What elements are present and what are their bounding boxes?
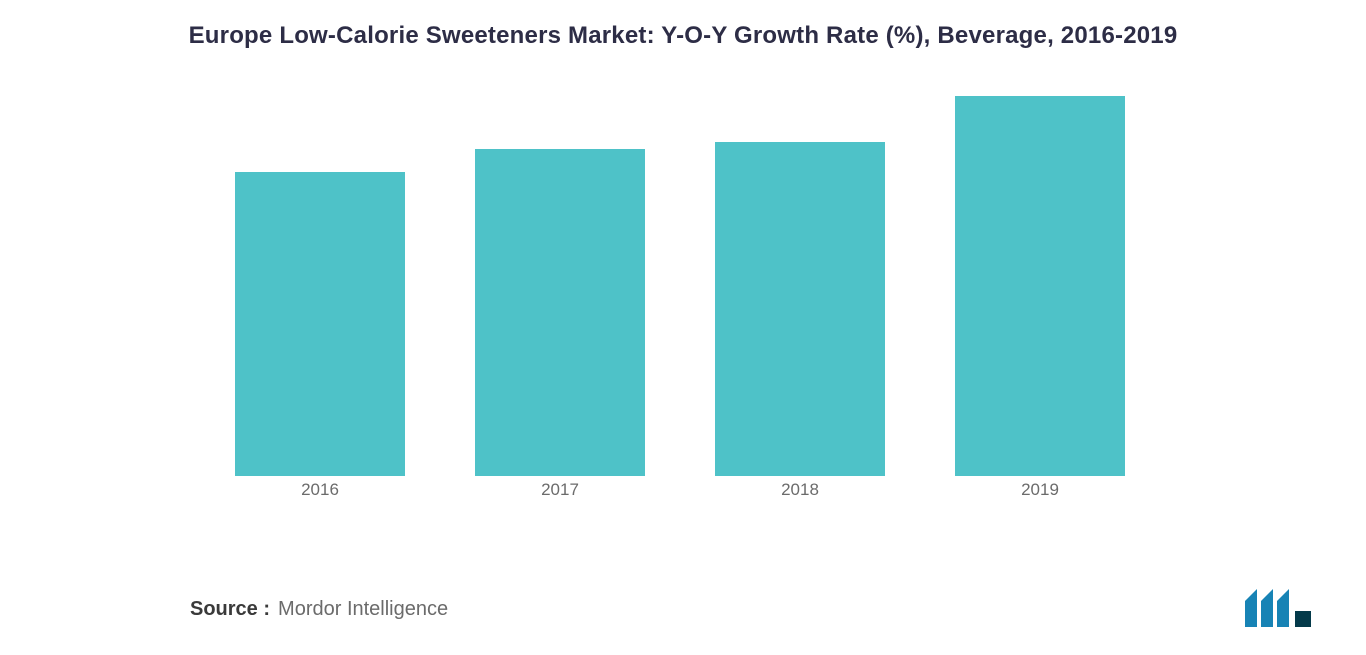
source-label: Source : — [190, 598, 270, 621]
x-axis: 2016 2017 2018 2019 — [200, 480, 1160, 500]
logo-bars — [1245, 589, 1289, 627]
x-label-2016: 2016 — [200, 480, 440, 500]
mordor-logo-icon — [1245, 585, 1311, 627]
bars-container — [200, 96, 1160, 476]
x-label-2018: 2018 — [680, 480, 920, 500]
source-line: Source : Mordor Intelligence — [190, 598, 448, 621]
chart-title: Europe Low-Calorie Sweeteners Market: Y-… — [35, 22, 1331, 50]
bar-2018 — [715, 142, 885, 476]
x-label-2019: 2019 — [920, 480, 1160, 500]
bar-slot — [440, 96, 680, 476]
bar-slot — [200, 96, 440, 476]
plot-area — [200, 96, 1160, 476]
bar-2017 — [475, 149, 645, 476]
bar-slot — [920, 96, 1160, 476]
x-label-2017: 2017 — [440, 480, 680, 500]
bar-2019 — [955, 96, 1125, 476]
source-value: Mordor Intelligence — [278, 598, 448, 621]
bar-slot — [680, 96, 920, 476]
bar-2016 — [235, 172, 405, 476]
